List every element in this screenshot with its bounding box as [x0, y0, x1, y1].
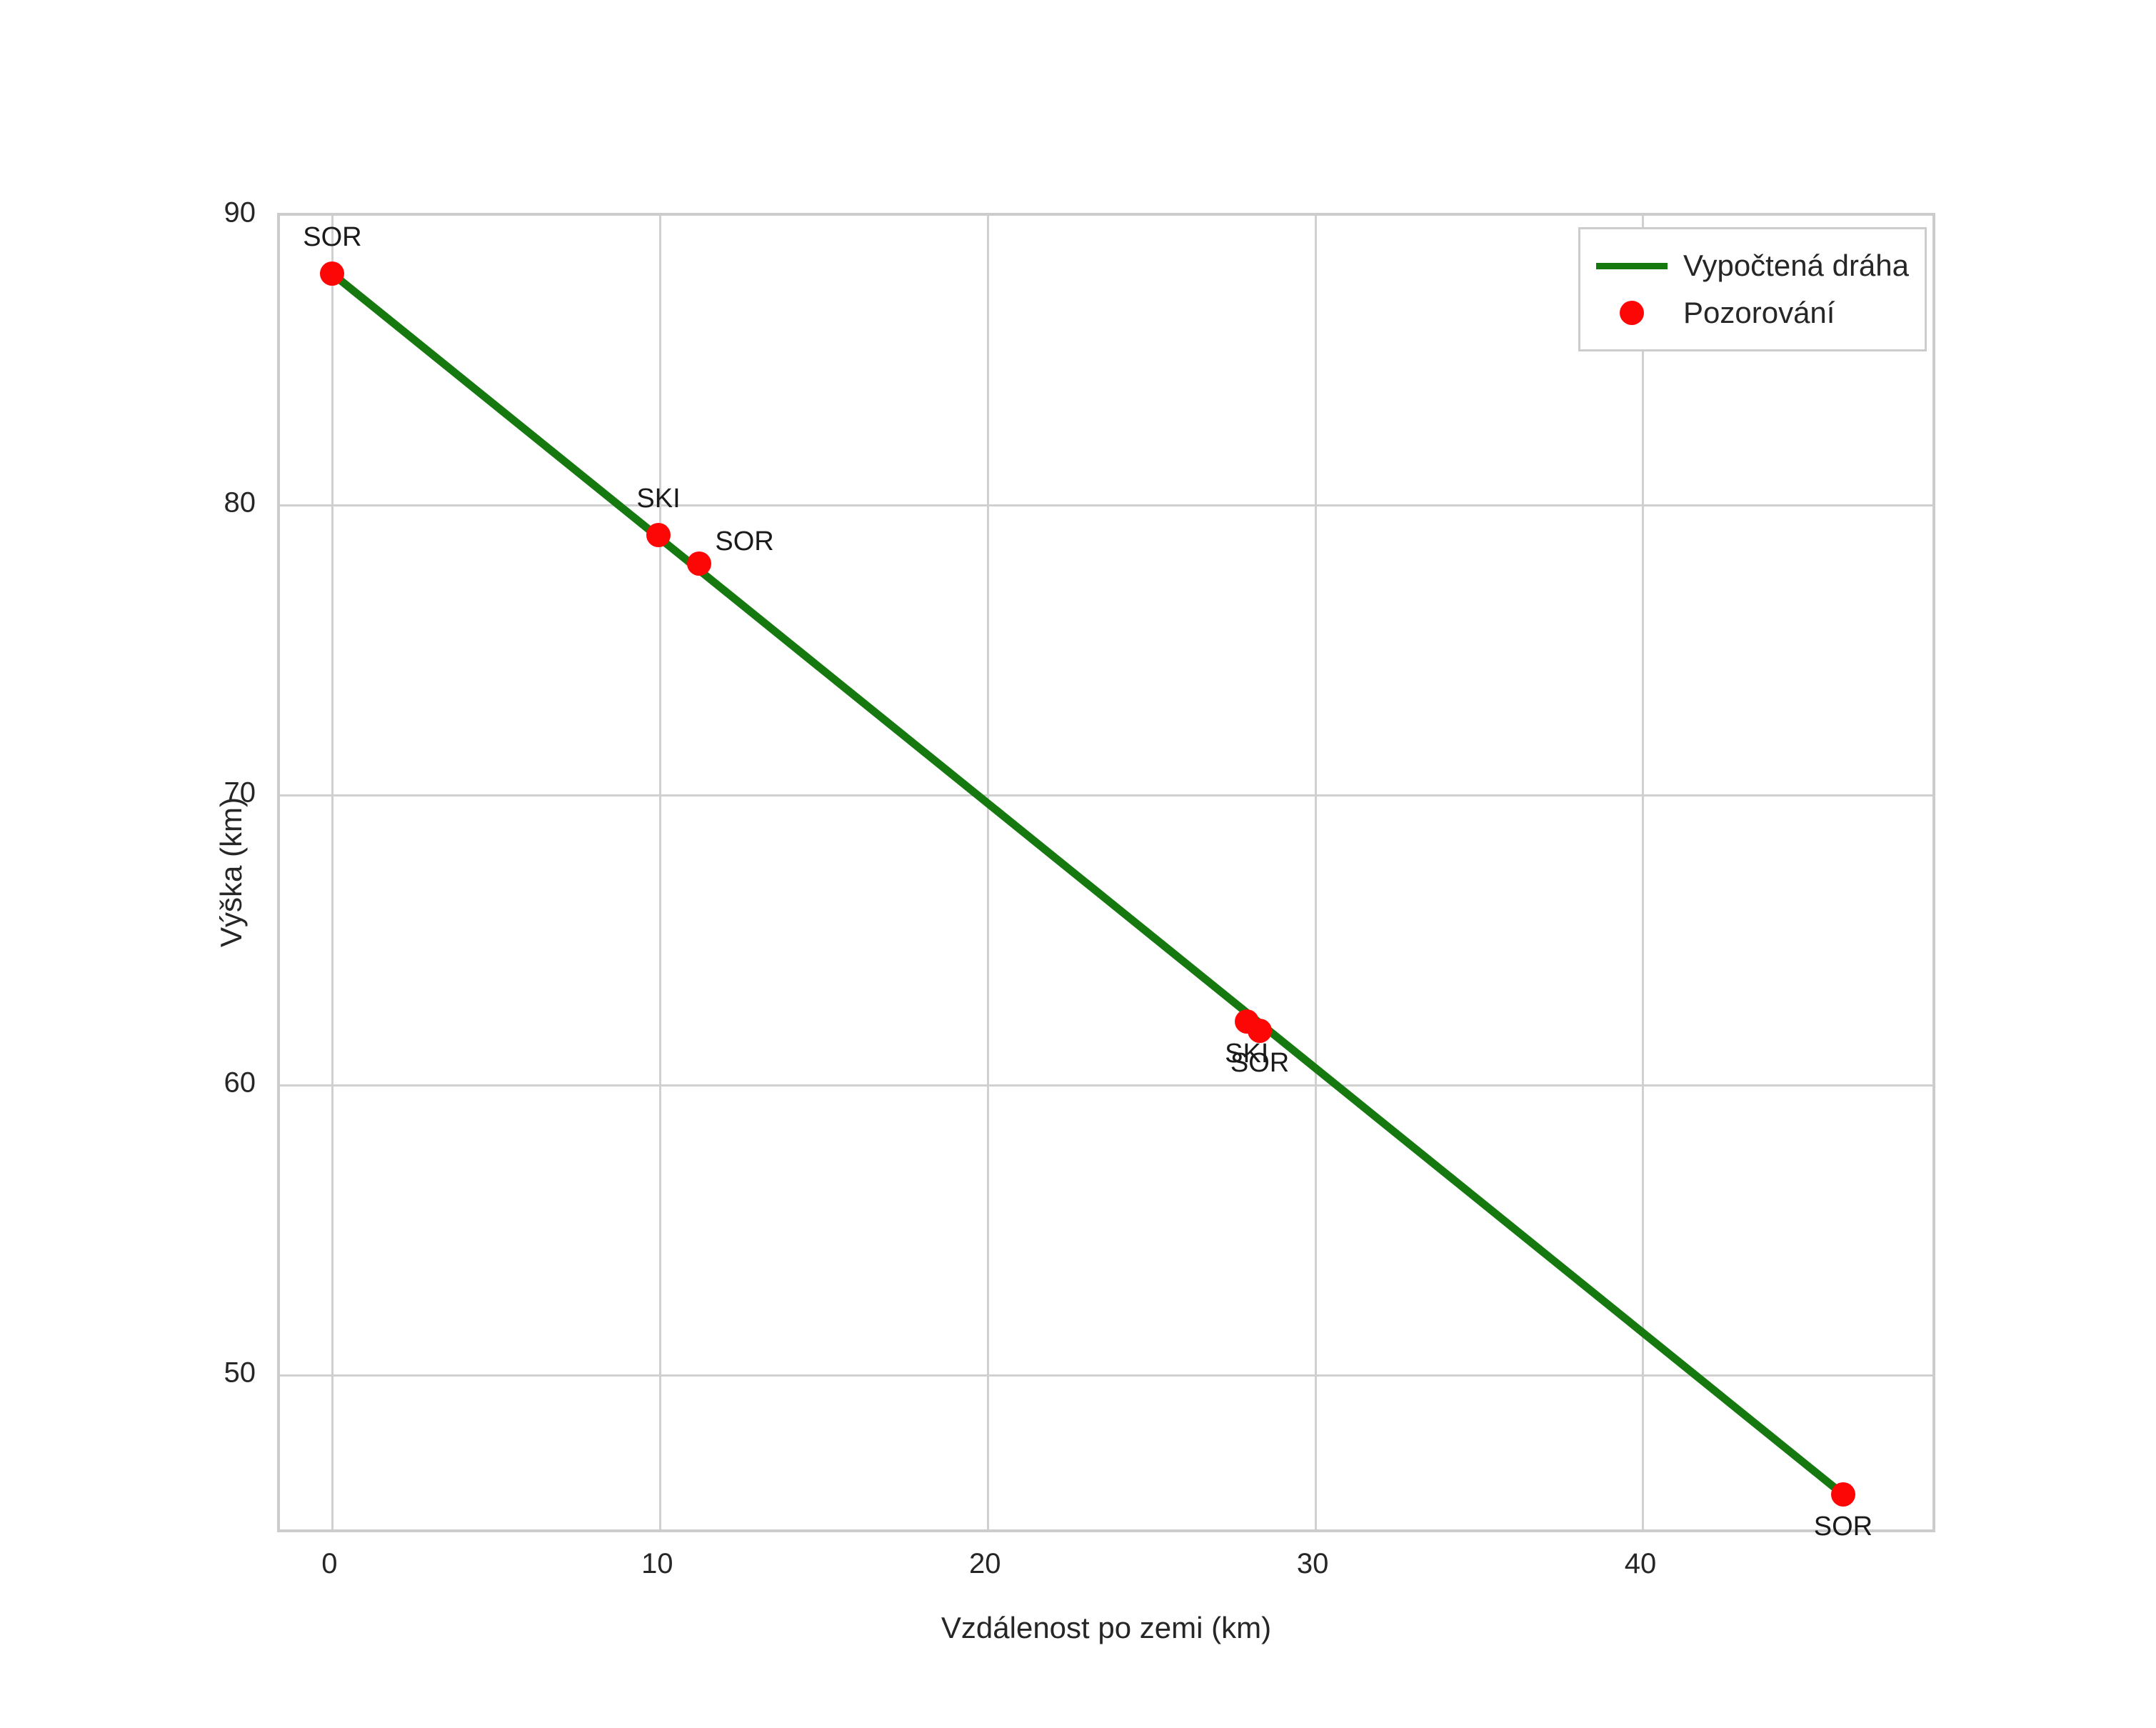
x-tick-label: 0	[321, 1548, 338, 1579]
y-tick-label: 70	[224, 776, 256, 809]
data-point-label: SOR	[1230, 1047, 1290, 1078]
y-tick-label: 60	[224, 1067, 256, 1099]
data-point-label: SKI	[1225, 1039, 1269, 1069]
data-point-label: SOR	[715, 526, 774, 557]
y-tick-label: 90	[224, 196, 256, 229]
x-tick-label: 40	[1624, 1548, 1657, 1579]
gridline-horizontal	[280, 1374, 1932, 1377]
gridline-vertical	[658, 216, 661, 1529]
legend-line-swatch-icon	[1593, 262, 1670, 269]
data-point-label: SOR	[303, 222, 362, 253]
gridline-vertical	[331, 216, 334, 1529]
y-tick-label: 80	[224, 486, 256, 519]
point-label-layer: SOR SKI SOR SKI SOR SOR	[280, 216, 1932, 1542]
data-point	[646, 522, 671, 547]
x-tick-label: 10	[641, 1548, 673, 1579]
legend-entry-scatter: Pozorování	[1593, 289, 1909, 336]
gridline-vertical	[1642, 216, 1645, 1529]
gridline-horizontal	[280, 504, 1932, 507]
data-point	[687, 551, 712, 576]
y-axis-title: Výška (km)	[214, 797, 248, 947]
plot-area: SOR SKI SOR SKI SOR SOR	[277, 213, 1935, 1542]
gridline-vertical	[986, 216, 989, 1529]
data-point	[320, 261, 345, 286]
data-point-label: SOR	[1813, 1512, 1873, 1542]
grid-layer	[280, 216, 1932, 1529]
trajectory-line	[329, 270, 1846, 1498]
legend-label: Vypočtená dráha	[1683, 249, 1910, 282]
x-tick-label: 30	[1296, 1548, 1329, 1579]
data-point	[1248, 1018, 1273, 1043]
gridline-horizontal	[280, 1084, 1932, 1087]
x-tick-label: 20	[968, 1548, 1001, 1579]
chart-legend: Vypočtená dráha Pozorování	[1578, 227, 1927, 351]
data-point	[1830, 1482, 1855, 1507]
legend-label: Pozorování	[1683, 296, 1835, 329]
legend-entry-line: Vypočtená dráha	[1593, 242, 1909, 289]
data-point-label: SKI	[636, 483, 681, 514]
y-tick-label: 50	[224, 1357, 256, 1389]
legend-dot-swatch-icon	[1593, 301, 1670, 325]
gridline-horizontal	[280, 794, 1932, 797]
gridline-vertical	[1314, 216, 1317, 1529]
x-axis-title: Vzdálenost po zemi (km)	[941, 1611, 1272, 1644]
data-layer	[280, 216, 1932, 1529]
data-point	[1234, 1009, 1259, 1034]
